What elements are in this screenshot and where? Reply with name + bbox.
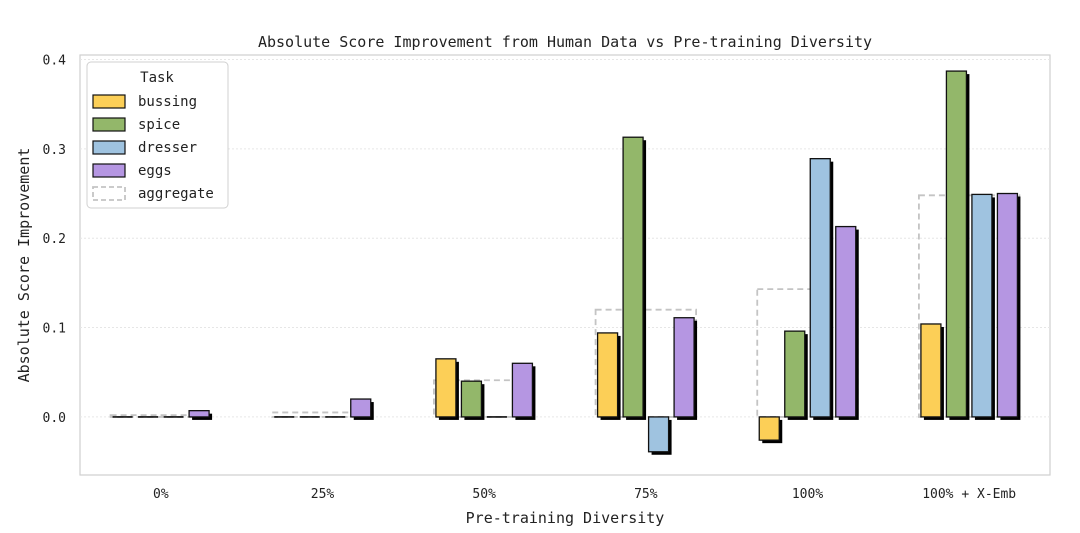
- bar-eggs: [673, 317, 695, 418]
- x-tick-label: 25%: [311, 487, 335, 502]
- bar-bussing: [596, 332, 619, 418]
- y-tick-label: 0.0: [43, 411, 66, 426]
- y-tick-label: 0.1: [43, 322, 66, 337]
- chart-title: Absolute Score Improvement from Human Da…: [258, 33, 872, 51]
- legend-label: eggs: [138, 163, 172, 179]
- bars: [112, 70, 1021, 455]
- x-axis-label: Pre-training Diversity: [466, 509, 665, 527]
- bar-spice: [945, 70, 968, 418]
- legend-title: Task: [140, 70, 174, 86]
- legend-swatch: [92, 163, 126, 178]
- plot-area: [79, 54, 1051, 476]
- bar-spice: [784, 330, 806, 418]
- x-tick-label: 100% + X-Emb: [922, 487, 1016, 502]
- bar-spice: [622, 136, 644, 418]
- x-tick-label: 75%: [634, 487, 658, 502]
- bar-eggs: [350, 398, 372, 418]
- y-axis-label: Absolute Score Improvement: [15, 148, 33, 383]
- y-tick-label: 0.4: [43, 53, 67, 68]
- bar-dresser: [971, 193, 993, 418]
- aggregate-outline: [433, 379, 536, 418]
- bar-eggs: [511, 362, 534, 418]
- bar-dresser: [809, 158, 831, 418]
- x-tick-label: 50%: [472, 487, 496, 502]
- legend: Task bussing spice dresser eggs aggregate: [86, 61, 229, 209]
- x-ticks: 0% 25% 50% 75% 100% 100% + X-Emb: [153, 487, 1016, 502]
- legend-swatch: [92, 186, 126, 201]
- legend-swatch: [92, 117, 126, 132]
- x-tick-label: 100%: [792, 487, 823, 502]
- bar-bussing: [758, 416, 780, 441]
- bar-spice: [460, 380, 483, 418]
- legend-swatch: [92, 94, 126, 109]
- x-tick-label: 0%: [153, 487, 169, 502]
- legend-label: dresser: [138, 140, 197, 156]
- bar-eggs: [835, 225, 857, 418]
- legend-label: bussing: [138, 94, 197, 110]
- legend-swatch: [92, 140, 126, 155]
- y-ticks: 0.0 0.1 0.2 0.3 0.4: [43, 53, 67, 425]
- legend-label: spice: [138, 117, 180, 133]
- y-tick-label: 0.2: [43, 232, 66, 247]
- bar-dresser: [647, 416, 670, 453]
- gridlines: [80, 58, 1050, 418]
- bar-eggs: [996, 192, 1019, 418]
- bar-bussing: [435, 358, 457, 418]
- y-tick-label: 0.3: [43, 143, 66, 158]
- legend-label: aggregate: [138, 186, 214, 202]
- bar-bussing: [920, 323, 942, 418]
- bar-eggs: [188, 410, 210, 418]
- legend-items: bussing spice dresser eggs aggregate: [92, 94, 214, 202]
